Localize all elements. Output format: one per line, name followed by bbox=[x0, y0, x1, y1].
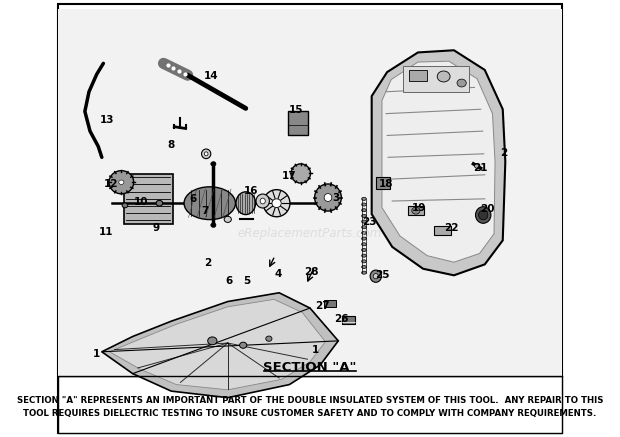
Polygon shape bbox=[102, 293, 339, 398]
Ellipse shape bbox=[272, 199, 281, 208]
Text: 11: 11 bbox=[99, 228, 113, 237]
Text: 26: 26 bbox=[335, 314, 349, 324]
Polygon shape bbox=[371, 50, 505, 275]
Ellipse shape bbox=[361, 243, 366, 246]
Polygon shape bbox=[382, 61, 495, 262]
Ellipse shape bbox=[361, 203, 366, 206]
Text: 12: 12 bbox=[104, 180, 118, 189]
Ellipse shape bbox=[361, 237, 366, 240]
Text: 28: 28 bbox=[304, 267, 318, 277]
Bar bbox=[324, 300, 335, 307]
Ellipse shape bbox=[211, 162, 216, 166]
Bar bbox=[58, 376, 562, 433]
Text: 20: 20 bbox=[480, 204, 495, 214]
Text: 22: 22 bbox=[444, 223, 459, 233]
Bar bbox=[58, 9, 562, 376]
Ellipse shape bbox=[412, 207, 420, 214]
Ellipse shape bbox=[479, 210, 488, 220]
Ellipse shape bbox=[291, 164, 311, 183]
Text: 27: 27 bbox=[316, 301, 330, 311]
Ellipse shape bbox=[474, 164, 480, 168]
Ellipse shape bbox=[361, 254, 366, 257]
Bar bbox=[342, 316, 355, 324]
Text: 2: 2 bbox=[205, 258, 212, 268]
Ellipse shape bbox=[236, 192, 255, 215]
Text: SECTION "A": SECTION "A" bbox=[264, 361, 356, 375]
Ellipse shape bbox=[361, 248, 366, 252]
Text: 16: 16 bbox=[244, 187, 258, 196]
Ellipse shape bbox=[373, 274, 378, 279]
Ellipse shape bbox=[437, 71, 450, 82]
Bar bbox=[402, 66, 469, 92]
Ellipse shape bbox=[184, 187, 236, 219]
Text: 19: 19 bbox=[412, 203, 426, 212]
Ellipse shape bbox=[239, 342, 247, 348]
Ellipse shape bbox=[361, 260, 366, 263]
Text: SECTION "A" REPRESENTS AN IMPORTANT PART OF THE DOUBLE INSULATED SYSTEM OF THIS : SECTION "A" REPRESENTS AN IMPORTANT PART… bbox=[17, 396, 603, 418]
Ellipse shape bbox=[208, 337, 217, 345]
Ellipse shape bbox=[361, 197, 366, 200]
Ellipse shape bbox=[109, 171, 134, 194]
Bar bbox=[435, 226, 451, 235]
Text: 18: 18 bbox=[379, 180, 393, 189]
Text: 3: 3 bbox=[332, 193, 339, 202]
Text: 10: 10 bbox=[134, 197, 149, 207]
Ellipse shape bbox=[122, 203, 128, 208]
Bar bbox=[376, 177, 390, 189]
Ellipse shape bbox=[361, 208, 366, 212]
Ellipse shape bbox=[211, 223, 216, 227]
Bar bbox=[409, 70, 427, 81]
Bar bbox=[408, 206, 424, 215]
Ellipse shape bbox=[361, 265, 366, 268]
Ellipse shape bbox=[119, 180, 124, 184]
Ellipse shape bbox=[224, 216, 231, 222]
Bar bbox=[123, 173, 172, 224]
Ellipse shape bbox=[361, 225, 366, 229]
Text: 1: 1 bbox=[311, 346, 319, 355]
Text: 25: 25 bbox=[374, 271, 389, 280]
Ellipse shape bbox=[205, 152, 208, 156]
Ellipse shape bbox=[264, 190, 290, 217]
Text: 13: 13 bbox=[100, 115, 114, 125]
Ellipse shape bbox=[324, 194, 332, 201]
Ellipse shape bbox=[314, 184, 342, 211]
Ellipse shape bbox=[156, 200, 162, 206]
Ellipse shape bbox=[370, 270, 381, 282]
Ellipse shape bbox=[260, 198, 265, 204]
Text: 6: 6 bbox=[189, 194, 197, 204]
Text: 5: 5 bbox=[244, 276, 251, 285]
Ellipse shape bbox=[202, 149, 211, 159]
Ellipse shape bbox=[266, 336, 272, 341]
Ellipse shape bbox=[256, 194, 270, 208]
Text: 7: 7 bbox=[201, 206, 208, 215]
Text: 21: 21 bbox=[474, 163, 488, 173]
Text: 14: 14 bbox=[204, 72, 219, 81]
Text: 15: 15 bbox=[288, 105, 303, 115]
Ellipse shape bbox=[361, 232, 366, 235]
Text: 23: 23 bbox=[362, 217, 376, 227]
Ellipse shape bbox=[361, 214, 366, 218]
Text: 9: 9 bbox=[153, 223, 159, 233]
Polygon shape bbox=[110, 299, 326, 390]
Bar bbox=[288, 111, 308, 135]
Text: 2: 2 bbox=[500, 148, 507, 158]
Text: 8: 8 bbox=[167, 140, 175, 150]
Ellipse shape bbox=[361, 271, 366, 274]
Text: 6: 6 bbox=[225, 276, 232, 286]
Text: 17: 17 bbox=[282, 171, 297, 180]
Ellipse shape bbox=[476, 207, 491, 223]
Ellipse shape bbox=[457, 79, 466, 87]
Ellipse shape bbox=[361, 220, 366, 223]
Text: eReplacementParts.com: eReplacementParts.com bbox=[238, 227, 382, 240]
Text: 1: 1 bbox=[93, 349, 100, 359]
Text: 4: 4 bbox=[275, 270, 282, 279]
